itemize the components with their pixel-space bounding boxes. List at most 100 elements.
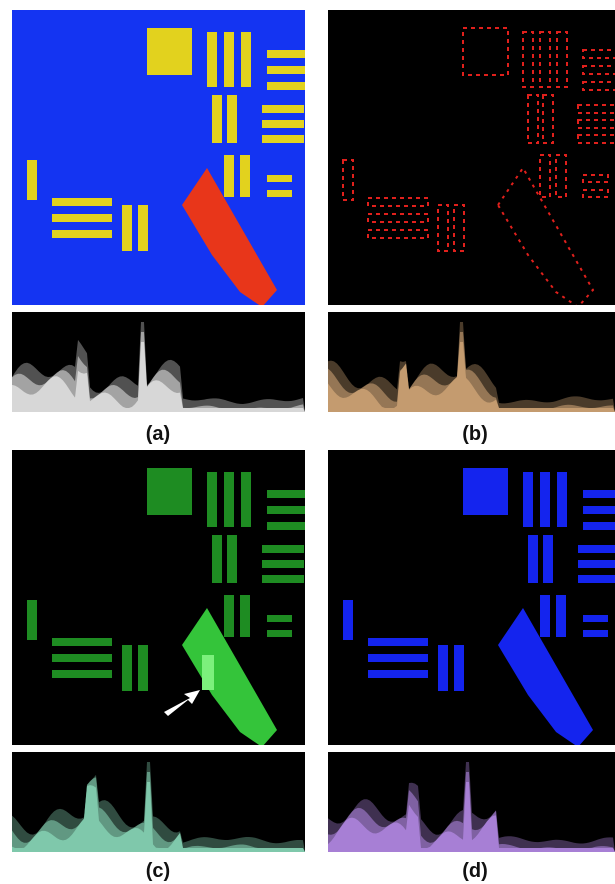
target-bar <box>577 119 615 129</box>
target-bar <box>539 154 551 198</box>
target-bar <box>147 28 192 75</box>
target-bar <box>224 472 234 527</box>
target-bar <box>582 81 615 91</box>
target-bar <box>578 545 615 553</box>
target-bar <box>262 105 304 113</box>
target-bar <box>540 472 550 527</box>
target-bar <box>267 615 292 622</box>
waveform-trace <box>328 342 615 412</box>
target-bar <box>52 670 112 678</box>
target-bar <box>212 95 222 143</box>
image-panel <box>12 10 305 305</box>
target-bar <box>267 522 305 530</box>
target-bar <box>224 155 234 197</box>
target-bar <box>207 472 217 527</box>
arrow <box>164 690 200 716</box>
target-bar <box>224 32 234 87</box>
target-bar <box>540 595 550 637</box>
waveform-trace <box>12 782 305 852</box>
target-bar <box>147 468 192 515</box>
image-panel <box>12 450 305 745</box>
waveform-panel <box>328 752 615 852</box>
target-bar <box>523 472 533 527</box>
target-bar <box>577 134 615 144</box>
target-bar <box>267 50 305 58</box>
target-bar <box>578 575 615 583</box>
target-bar <box>555 154 567 198</box>
target-bar <box>556 595 566 637</box>
target-bar <box>577 104 615 114</box>
target-bar <box>262 575 304 583</box>
target-bar <box>578 560 615 568</box>
target-bar <box>267 175 292 182</box>
target-bar <box>437 204 449 252</box>
target-bar <box>367 229 429 239</box>
target-bar <box>52 214 112 222</box>
target-bar <box>267 490 305 498</box>
target-bar <box>528 535 538 583</box>
target-bar <box>368 654 428 662</box>
panel-label: (b) <box>462 423 488 445</box>
target-bar <box>122 205 132 251</box>
target-bar <box>52 198 112 206</box>
target-bar <box>543 535 553 583</box>
target-bar <box>227 95 237 143</box>
image-background <box>328 10 615 305</box>
target-bar <box>52 230 112 238</box>
target-bar <box>52 638 112 646</box>
target-bar <box>138 645 148 691</box>
panel-label: (a) <box>146 423 170 445</box>
target-bar <box>583 506 615 514</box>
waveform-trace <box>12 342 305 412</box>
target-bar <box>462 27 509 76</box>
target-bar <box>262 120 304 128</box>
target-bar <box>27 160 37 200</box>
target-bar <box>583 490 615 498</box>
target-bar <box>27 600 37 640</box>
target-bar <box>267 630 292 637</box>
target-bar <box>240 155 250 197</box>
target-bar <box>267 66 305 74</box>
target-bar <box>343 600 353 640</box>
target-bar <box>241 32 251 87</box>
target-bar <box>267 506 305 514</box>
target-bar <box>367 213 429 223</box>
target-bar <box>454 645 464 691</box>
image-content <box>328 10 615 305</box>
target-bar <box>527 94 539 144</box>
image-panel <box>328 10 615 305</box>
target-bar <box>438 645 448 691</box>
image-content <box>12 450 305 745</box>
target-block <box>496 166 595 305</box>
target-bar <box>583 522 615 530</box>
target-bar <box>240 595 250 637</box>
target-bar <box>241 472 251 527</box>
target-bar <box>267 82 305 90</box>
waveform-panel <box>12 312 305 412</box>
target-bar <box>224 595 234 637</box>
image-content <box>328 450 615 745</box>
highlight <box>202 655 214 690</box>
target-bar <box>267 190 292 197</box>
target-bar <box>463 468 508 515</box>
waveform-panel <box>12 752 305 852</box>
target-bar <box>262 135 304 143</box>
target-bar <box>453 204 465 252</box>
target-bar <box>368 638 428 646</box>
target-bar <box>583 630 608 637</box>
target-bar <box>368 670 428 678</box>
target-bar <box>557 472 567 527</box>
target-block <box>182 168 277 305</box>
target-bar <box>583 615 608 622</box>
target-bar <box>262 545 304 553</box>
panel-label: (c) <box>146 860 170 882</box>
image-content <box>12 10 305 305</box>
waveform-trace <box>328 782 615 852</box>
target-bar <box>582 49 615 59</box>
target-block <box>498 608 593 745</box>
target-bar <box>342 159 354 201</box>
target-bar <box>207 32 217 87</box>
target-bar <box>582 65 615 75</box>
target-bar <box>262 560 304 568</box>
